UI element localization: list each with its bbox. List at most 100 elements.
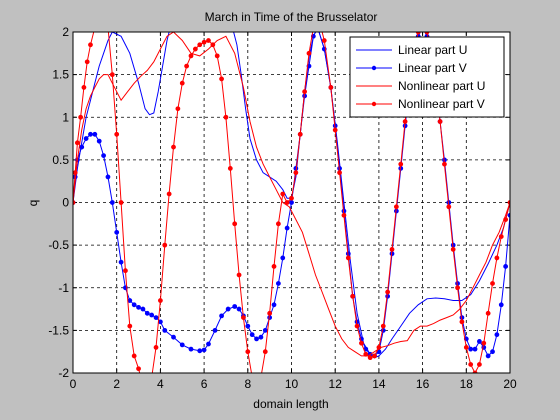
data-point-nonlinear-part-v xyxy=(293,170,299,176)
x-tick-label: 6 xyxy=(201,377,208,391)
data-point-linear-part-v xyxy=(271,302,277,308)
data-point-linear-part-v xyxy=(179,342,185,348)
data-point-linear-part-v xyxy=(503,264,509,269)
data-point-nonlinear-part-v xyxy=(376,345,382,350)
data-point-nonlinear-part-v xyxy=(106,26,110,30)
legend-label: Linear part U xyxy=(398,43,467,57)
x-tick-labels: 0 2 4 6 8 10 12 14 16 18 20 xyxy=(70,377,517,391)
data-point-nonlinear-part-v xyxy=(354,323,360,329)
data-point-nonlinear-part-v xyxy=(463,345,469,350)
data-point-nonlinear-part-v xyxy=(280,191,286,197)
data-point-linear-part-v xyxy=(136,304,141,310)
data-point-nonlinear-part-v xyxy=(102,9,106,13)
data-point-nonlinear-part-v xyxy=(158,298,163,303)
data-point-linear-part-v xyxy=(101,153,106,159)
data-point-nonlinear-part-v xyxy=(171,144,176,150)
y-tick-label: 0.5 xyxy=(52,153,69,167)
data-point-nonlinear-part-v xyxy=(245,349,251,355)
data-point-linear-part-v xyxy=(236,306,242,312)
data-point-nonlinear-part-v xyxy=(302,89,308,95)
y-tick-label: -2 xyxy=(58,366,69,380)
data-point-linear-part-v xyxy=(83,136,89,141)
data-point-linear-part-v xyxy=(188,346,194,352)
data-point-nonlinear-part-v xyxy=(84,59,90,65)
data-point-linear-part-v xyxy=(421,26,425,30)
data-point-nonlinear-part-v xyxy=(350,293,356,299)
data-point-linear-part-v xyxy=(494,332,500,338)
data-point-nonlinear-part-v xyxy=(380,323,386,329)
data-point-nonlinear-part-v xyxy=(78,114,84,120)
data-point-nonlinear-part-v xyxy=(259,375,263,379)
data-point-linear-part-v xyxy=(477,339,482,344)
data-point-nonlinear-part-v xyxy=(188,53,194,59)
data-point-nonlinear-part-v xyxy=(81,85,87,90)
data-point-linear-part-v xyxy=(280,255,286,261)
x-tick-label: 20 xyxy=(503,377,517,391)
data-point-linear-part-v xyxy=(249,332,255,338)
data-point-nonlinear-part-v xyxy=(297,131,303,137)
data-point-linear-part-v xyxy=(127,298,133,303)
y-tick-labels: -2 -1.5 -1 -0.5 0 0.5 1 1.5 2 xyxy=(48,25,69,380)
data-point-nonlinear-part-v xyxy=(455,285,460,291)
y-tick-label: 0 xyxy=(62,196,69,210)
data-point-linear-part-v xyxy=(245,323,251,329)
data-point-nonlinear-part-v xyxy=(236,272,242,278)
data-point-nonlinear-part-v xyxy=(385,289,391,295)
data-point-nonlinear-part-v xyxy=(459,319,465,325)
data-point-linear-part-v xyxy=(171,334,176,340)
data-point-linear-part-v xyxy=(225,306,231,312)
data-point-linear-part-v xyxy=(92,131,98,137)
data-point-nonlinear-part-v xyxy=(503,217,509,222)
data-point-nonlinear-part-v xyxy=(311,26,315,30)
data-point-nonlinear-part-v xyxy=(131,353,137,359)
data-point-nonlinear-part-v xyxy=(127,323,133,329)
legend-label: Nonlinear part U xyxy=(398,79,485,93)
data-point-linear-part-v xyxy=(232,304,238,309)
y-axis-label: q xyxy=(26,200,40,207)
data-point-nonlinear-part-v xyxy=(73,170,78,176)
data-point-nonlinear-part-v xyxy=(227,166,233,171)
data-point-nonlinear-part-v xyxy=(363,351,369,357)
data-point-nonlinear-part-v xyxy=(123,268,128,274)
data-point-linear-part-v xyxy=(109,200,115,205)
x-tick-label: 18 xyxy=(460,377,474,391)
data-point-linear-part-v xyxy=(490,349,495,355)
data-point-nonlinear-part-v xyxy=(184,63,190,69)
data-point-linear-part-v xyxy=(262,327,268,333)
data-point-nonlinear-part-v xyxy=(289,195,294,201)
data-point-nonlinear-part-v xyxy=(359,340,364,346)
data-point-nonlinear-part-v xyxy=(93,26,97,30)
legend-label: Linear part V xyxy=(398,61,467,75)
y-tick-label: 2 xyxy=(62,25,69,39)
data-point-nonlinear-part-v xyxy=(389,246,395,252)
x-tick-label: 16 xyxy=(416,377,430,391)
data-point-nonlinear-part-v xyxy=(267,310,273,316)
data-point-nonlinear-part-v xyxy=(332,127,338,133)
data-point-linear-part-v xyxy=(88,131,93,137)
data-point-linear-part-v xyxy=(158,319,163,325)
data-point-linear-part-v xyxy=(105,174,111,180)
data-point-nonlinear-part-v xyxy=(114,131,120,137)
y-tick-label: -1.5 xyxy=(48,323,69,337)
data-point-nonlinear-part-v xyxy=(341,212,347,218)
data-point-nonlinear-part-v xyxy=(321,38,327,43)
data-point-nonlinear-part-v xyxy=(143,384,147,388)
data-point-nonlinear-part-v xyxy=(206,38,211,43)
data-point-nonlinear-part-v xyxy=(192,46,198,52)
data-point-nonlinear-part-v xyxy=(402,119,408,124)
data-point-nonlinear-part-v xyxy=(179,80,185,86)
data-point-nonlinear-part-v xyxy=(139,375,143,379)
data-point-nonlinear-part-v xyxy=(398,161,404,167)
x-tick-label: 14 xyxy=(372,377,386,391)
data-point-linear-part-v xyxy=(79,144,85,150)
data-point-linear-part-v xyxy=(258,334,264,340)
data-point-linear-part-v xyxy=(144,310,150,316)
data-point-nonlinear-part-v xyxy=(118,200,124,205)
data-point-nonlinear-part-v xyxy=(150,375,154,379)
plot-frame xyxy=(72,31,511,374)
data-point-nonlinear-part-v xyxy=(271,264,277,269)
legend-swatch-marker xyxy=(371,65,377,71)
data-point-nonlinear-part-v xyxy=(153,345,159,350)
data-point-linear-part-v xyxy=(275,281,281,286)
data-point-linear-part-v xyxy=(468,346,474,352)
